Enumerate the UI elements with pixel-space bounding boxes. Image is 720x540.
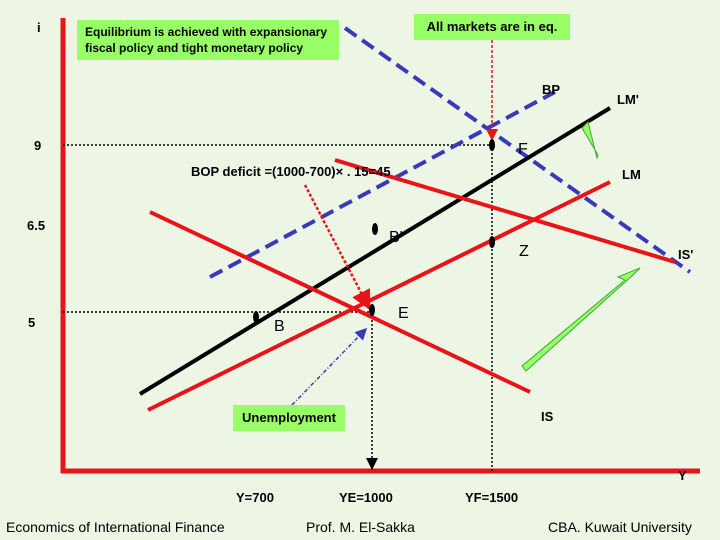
is-prime-curve (147, 180, 611, 412)
point-b-label: B (274, 318, 285, 335)
is-curve (149, 210, 531, 394)
unemployment-box: Unemployment (233, 405, 345, 431)
x-axis-label: Y (678, 468, 687, 483)
footer-institution: CBA. Kuwait University (548, 519, 692, 535)
is-shift-arrow (521, 267, 641, 372)
is-shifted-curve (334, 158, 676, 264)
lm-prime-label: LM' (617, 92, 639, 107)
is-label: IS (541, 409, 554, 424)
y-tick-6-5: 6.5 (27, 218, 45, 233)
point-z-dot (489, 236, 495, 248)
lm-shift-arrow (581, 121, 599, 160)
point-b-prime-dot (372, 223, 378, 235)
lm-prime-curve (343, 26, 692, 274)
bop-arrow (303, 184, 371, 311)
lm-curve (138, 106, 612, 396)
bp-label: BP (542, 82, 560, 97)
footer: Economics of International Finance Prof.… (0, 516, 720, 540)
bp-curve (209, 90, 556, 279)
point-f-dot (489, 139, 495, 151)
point-e-label: E (398, 305, 409, 322)
point-z-label: Z (519, 243, 529, 260)
title-box: Equilibrium is achieved with expansionar… (77, 20, 339, 60)
title-line-2: fiscal policy and tight monetary policy (85, 41, 304, 55)
point-f-label: F (518, 141, 528, 158)
y-axis-label: i (37, 20, 41, 35)
bop-deficit-label: BOP deficit =(1000-700)× . 15=45 (191, 164, 391, 179)
lm-label: LM (622, 167, 641, 182)
markets-label: All markets are in eq. (426, 19, 558, 34)
unemployment-label: Unemployment (242, 410, 336, 425)
x-tick-y700: Y=700 (236, 490, 274, 505)
y-tick-5: 5 (28, 315, 35, 330)
footer-course: Economics of International Finance (6, 519, 225, 535)
title-line-1: Equilibrium is achieved with expansionar… (85, 25, 328, 39)
markets-box: All markets are in eq. (414, 14, 570, 40)
point-e-dot (369, 304, 375, 316)
point-b-prime-label: B' (389, 229, 403, 246)
footer-author: Prof. M. El-Sakka (306, 519, 415, 535)
unemployment-arrow (291, 327, 368, 406)
point-b-dot (253, 311, 259, 323)
x-tick-ye1000: YE=1000 (339, 490, 393, 505)
y-tick-9: 9 (34, 138, 41, 153)
is-prime-label: IS' (678, 247, 693, 262)
x-tick-yf1500: YF=1500 (465, 490, 518, 505)
